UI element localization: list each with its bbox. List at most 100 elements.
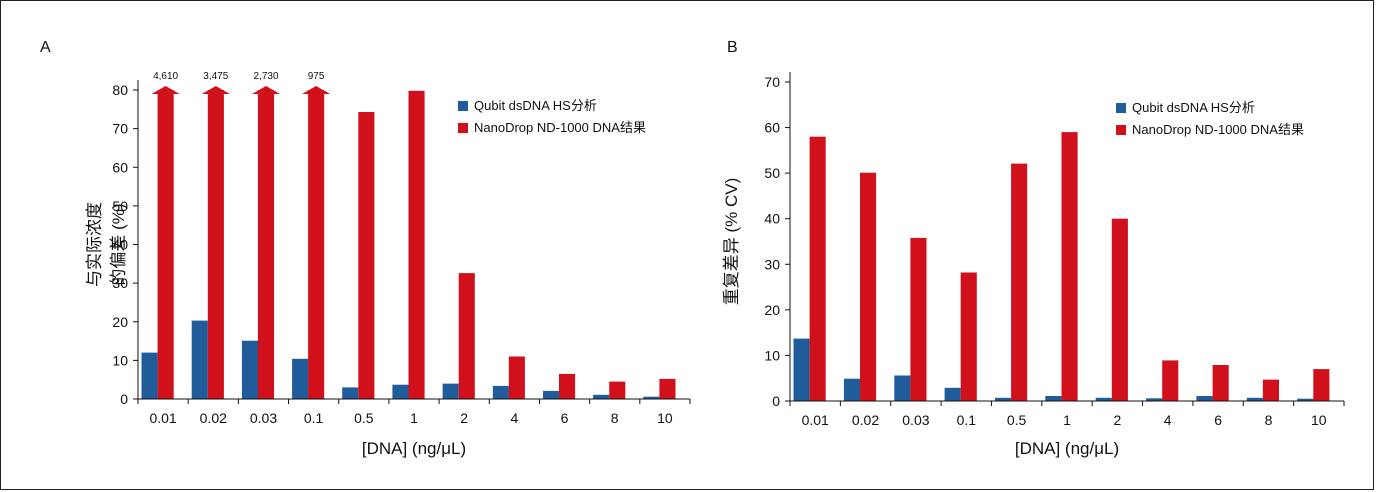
qubit-bar <box>995 397 1012 401</box>
qubit-bar <box>342 387 359 399</box>
nanodrop-bar <box>559 373 576 399</box>
nanodrop-bar <box>207 90 224 399</box>
y-tick-label: 50 <box>764 165 780 181</box>
qubit-bar <box>492 385 509 399</box>
x-tick-label: 4 <box>1164 412 1172 428</box>
y-tick-label: 70 <box>112 121 128 137</box>
nanodrop-bar <box>1212 365 1229 401</box>
x-axis-title: [DNA] (ng/μL) <box>362 439 466 458</box>
nanodrop-bar <box>1262 379 1279 401</box>
nanodrop-bar <box>157 90 174 399</box>
nanodrop-bar <box>659 378 676 399</box>
panel-letter: A <box>40 39 51 56</box>
qubit-bar <box>1297 398 1314 401</box>
legend-swatch <box>1116 103 1126 113</box>
overflow-value-label: 4,610 <box>153 71 178 82</box>
x-tick-label: 0.01 <box>802 412 829 428</box>
x-tick-label: 0.1 <box>957 412 977 428</box>
nanodrop-bar <box>408 90 425 400</box>
x-tick-label: 0.5 <box>354 410 374 426</box>
overflow-arrow <box>302 86 331 94</box>
x-tick-label: 1 <box>410 410 418 426</box>
qubit-bar <box>141 352 158 399</box>
qubit-bar <box>392 384 409 399</box>
nanodrop-bar <box>860 172 877 401</box>
x-tick-label: 4 <box>511 410 519 426</box>
qubit-bar <box>793 338 810 401</box>
nanodrop-bar <box>257 90 274 399</box>
x-tick-label: 2 <box>460 410 468 426</box>
x-tick-label: 0.1 <box>304 410 324 426</box>
qubit-bar <box>1246 397 1263 401</box>
x-tick-label: 8 <box>611 410 619 426</box>
nanodrop-bar <box>508 356 525 399</box>
x-tick-label: 2 <box>1114 412 1122 428</box>
nanodrop-bar <box>308 90 325 399</box>
nanodrop-bar <box>609 381 626 399</box>
nanodrop-bar <box>910 237 927 401</box>
y-tick-label: 10 <box>112 352 128 368</box>
nanodrop-bar <box>1111 218 1128 401</box>
x-tick-label: 1 <box>1063 412 1071 428</box>
y-tick-label: 80 <box>112 82 128 98</box>
y-tick-label: 60 <box>764 120 780 136</box>
qubit-bar <box>643 396 660 399</box>
y-tick-label: 10 <box>764 347 780 363</box>
qubit-bar <box>593 394 610 399</box>
x-tick-label: 0.01 <box>149 410 176 426</box>
nanodrop-bar <box>358 112 375 399</box>
y-tick-label: 40 <box>112 237 128 253</box>
y-tick-label: 40 <box>764 211 780 227</box>
nanodrop-bar <box>1061 132 1078 401</box>
y-tick-label: 50 <box>112 198 128 214</box>
nanodrop-bar <box>458 273 475 399</box>
qubit-bar <box>442 383 459 399</box>
y-tick-label: 0 <box>120 391 128 407</box>
legend-label: Qubit dsDNA HS分析 <box>474 98 597 113</box>
qubit-bar <box>1146 398 1163 401</box>
nanodrop-bar <box>809 136 826 401</box>
x-tick-label: 0.03 <box>902 412 929 428</box>
y-tick-label: 30 <box>112 275 128 291</box>
x-tick-label: 0.02 <box>200 410 227 426</box>
nanodrop-bar <box>960 272 977 401</box>
nanodrop-bar <box>1313 369 1330 401</box>
x-tick-label: 6 <box>1214 412 1222 428</box>
x-tick-label: 10 <box>1311 412 1327 428</box>
y-tick-label: 0 <box>772 393 780 409</box>
qubit-bar <box>1095 397 1112 401</box>
chart-panel-A: A 4,610 3,475 2,730 975 0 10 20 30 40 50 60 70 80 0.01… <box>40 39 691 458</box>
overflow-arrow <box>151 86 180 94</box>
x-tick-label: 0.5 <box>1007 412 1027 428</box>
nanodrop-bar <box>1011 163 1028 401</box>
y-tick-label: 20 <box>112 314 128 330</box>
qubit-bar <box>191 320 208 399</box>
y-tick-label: 20 <box>764 302 780 318</box>
x-tick-label: 0.03 <box>250 410 277 426</box>
overflow-value-label: 975 <box>308 71 325 82</box>
chart-panel-B: B 0 10 20 30 40 50 60 70 0.01 0.02 0.03 0.1 0.5 1 2 4 6 8 1… <box>722 39 1345 458</box>
y-axis-title: 与实际浓度 <box>85 202 104 287</box>
qubit-bar <box>1045 396 1062 401</box>
overflow-arrow <box>201 86 230 94</box>
nanodrop-bar <box>1162 360 1179 401</box>
y-tick-label: 70 <box>764 74 780 90</box>
legend-swatch <box>458 101 468 111</box>
qubit-bar <box>843 378 860 401</box>
x-tick-label: 0.02 <box>852 412 879 428</box>
legend-label: Qubit dsDNA HS分析 <box>1132 100 1255 115</box>
y-tick-label: 30 <box>764 256 780 272</box>
qubit-bar <box>944 387 961 401</box>
qubit-bar <box>894 375 911 401</box>
qubit-bar <box>1196 396 1213 401</box>
y-axis-title: 重复差异 (% CV) <box>722 178 741 306</box>
overflow-value-label: 3,475 <box>203 71 228 82</box>
qubit-bar <box>543 390 560 399</box>
y-axis-title: 的偏差 (%) <box>109 203 128 285</box>
legend-swatch <box>458 123 468 133</box>
x-tick-label: 8 <box>1265 412 1273 428</box>
x-tick-label: 10 <box>657 410 673 426</box>
legend-swatch <box>1116 125 1126 135</box>
